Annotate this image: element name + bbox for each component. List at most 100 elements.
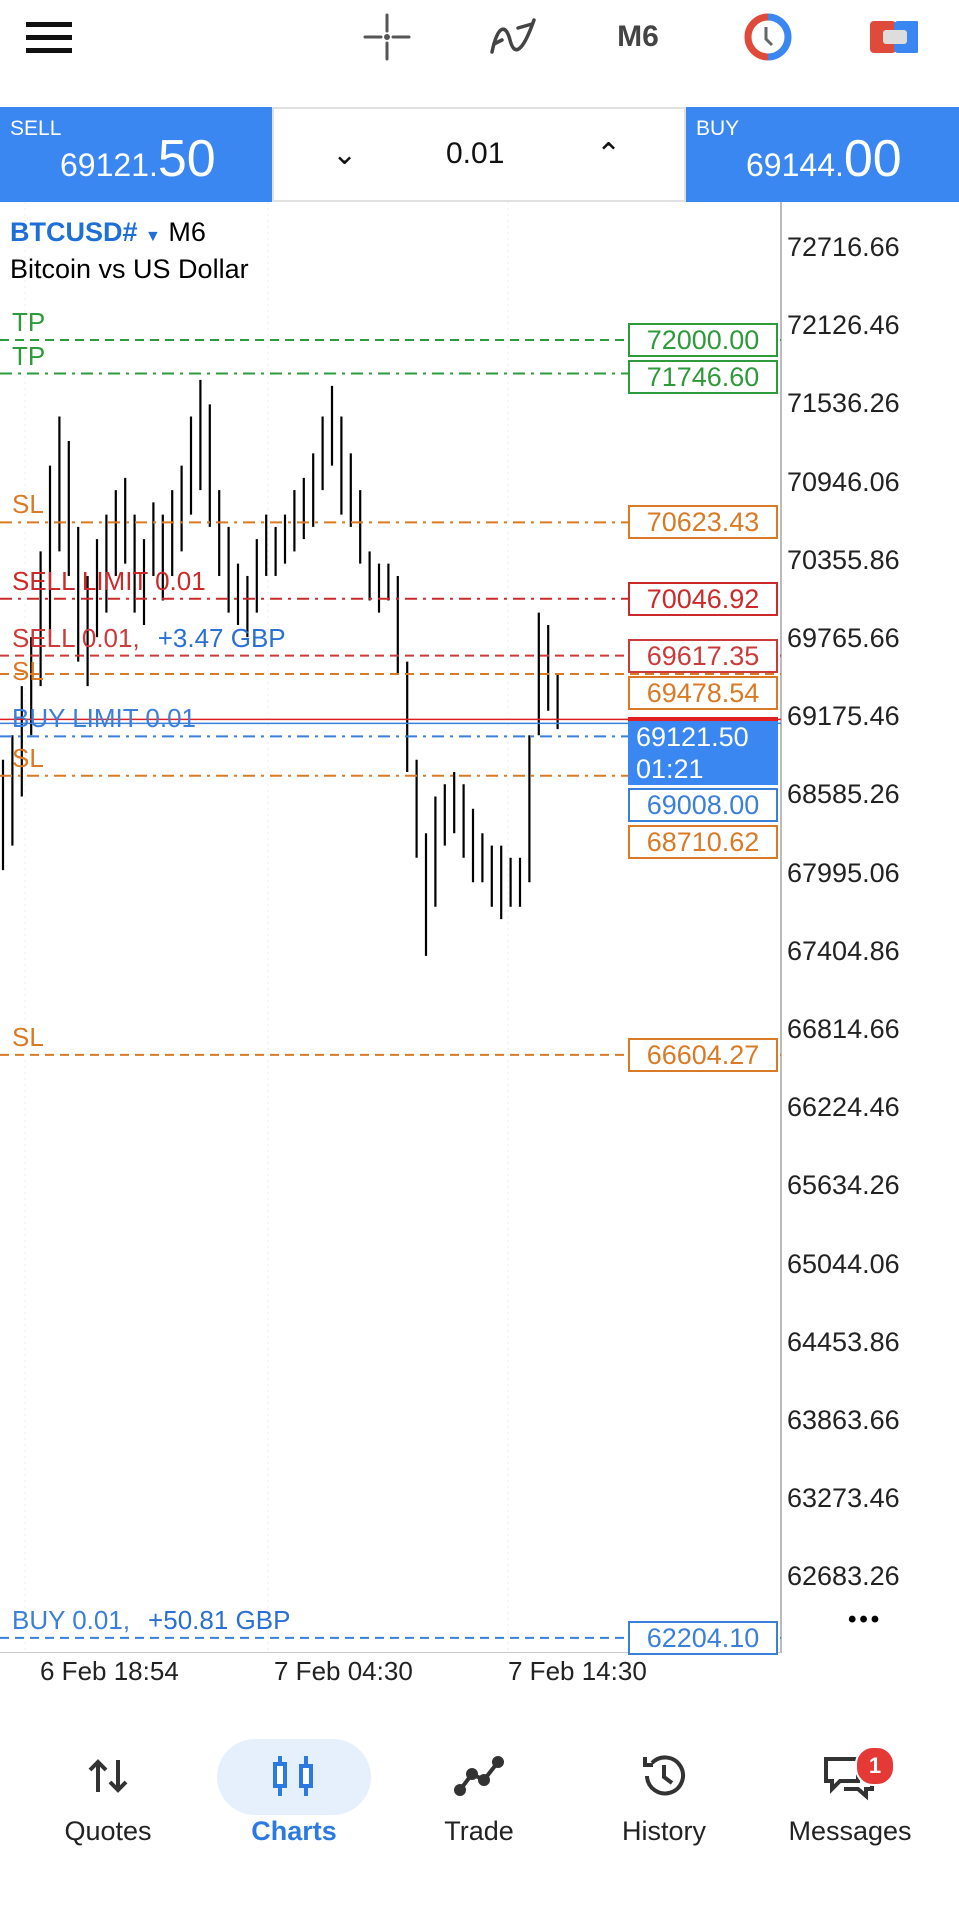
level-text: SELL 0.01,	[12, 622, 140, 653]
tab-messages[interactable]: Messages 1	[765, 1736, 935, 1886]
level-price-box: 68710.62	[628, 825, 778, 860]
level-text: SELL LIMIT 0.01	[12, 565, 206, 596]
level-text: SL	[12, 1021, 44, 1052]
chart-header: BTCUSD# ▼ M6 Bitcoin vs US Dollar	[10, 216, 249, 285]
position-profit: +50.81 GBP	[148, 1604, 291, 1635]
level-price-box: 66604.27	[628, 1037, 778, 1072]
tab-label: Charts	[251, 1816, 337, 1846]
level-text: SL	[12, 655, 44, 686]
unread-badge: 1	[855, 1746, 895, 1786]
time-label: 6 Feb 18:54	[40, 1656, 179, 1686]
buy-price-big: 00	[843, 130, 902, 188]
price-axis-label: 65634.26	[787, 1170, 900, 1201]
price-axis-label: 67995.06	[787, 857, 900, 888]
level-text: BUY 0.01,	[12, 1604, 131, 1635]
lot-increase-button[interactable]: ⌃	[596, 138, 622, 171]
indicators-icon[interactable]	[488, 14, 536, 60]
one-click-trading-icon[interactable]	[870, 14, 918, 60]
sell-label: SELL	[10, 117, 62, 140]
timeframe-button[interactable]: M6	[617, 20, 659, 53]
level-text: SL	[12, 489, 44, 520]
menu-icon[interactable]	[25, 14, 73, 60]
crosshair-icon[interactable]	[363, 13, 411, 61]
level-label[interactable]: SL	[12, 1022, 44, 1052]
tab-label: Trade	[444, 1816, 514, 1846]
price-chart[interactable]: 72716.66 72126.46 71536.26 70946.06 70355.86…	[0, 202, 959, 1655]
clock-icon[interactable]	[744, 13, 792, 61]
level-price-box: 69008.00	[628, 788, 778, 823]
chart-timeframe: M6	[168, 217, 206, 247]
level-price-box: 72000.00	[628, 322, 778, 357]
charts-icon	[209, 1736, 379, 1816]
tab-label: Quotes	[64, 1816, 152, 1846]
level-label[interactable]: TP	[12, 307, 45, 337]
level-label[interactable]: SL	[12, 489, 44, 519]
price-axis-label: 68585.26	[787, 779, 900, 810]
symbol-description: Bitcoin vs US Dollar	[10, 254, 249, 284]
level-label[interactable]: TP	[12, 341, 45, 371]
level-price-box: 62204.10	[628, 1620, 778, 1655]
price-axis-label: 66224.46	[787, 1092, 900, 1123]
price-axis-label: 63273.46	[787, 1483, 900, 1514]
lot-stepper: ⌄ 0.01 ⌃	[274, 109, 684, 200]
level-label[interactable]: SL	[12, 656, 44, 686]
history-icon	[579, 1736, 749, 1816]
trade-icon	[394, 1736, 564, 1816]
level-text: BUY LIMIT 0.01	[12, 703, 197, 734]
sell-button[interactable]: SELL 69121.50	[0, 107, 272, 202]
price-axis-label: 64453.86	[787, 1326, 900, 1357]
active-tab-highlight	[217, 1739, 371, 1815]
time-label: 7 Feb 04:30	[274, 1656, 413, 1686]
price-axis-label: 70355.86	[787, 544, 900, 575]
level-price-box: 70046.92	[628, 581, 778, 616]
current-price-label: 69121.50 01:21	[628, 717, 778, 786]
current-price: 69121.50	[636, 722, 749, 753]
quotes-icon	[23, 1736, 193, 1816]
time-label: 7 Feb 14:30	[508, 1656, 647, 1686]
level-price-box: 70623.43	[628, 505, 778, 540]
level-text: TP	[12, 306, 46, 337]
price-axis-label: 71536.26	[787, 388, 900, 419]
buy-button[interactable]: BUY 69144.00	[686, 107, 959, 202]
tab-label: History	[621, 1816, 706, 1846]
price-axis-label: 69765.66	[787, 623, 900, 653]
price-axis-label: 62683.26	[787, 1561, 900, 1592]
messages-icon	[765, 1736, 935, 1816]
top-toolbar: M6	[0, 0, 959, 104]
tab-history[interactable]: History	[579, 1736, 749, 1886]
position-profit: +3.47 GBP	[157, 622, 286, 653]
sell-price-big: 50	[157, 130, 216, 188]
lot-decrease-button[interactable]: ⌄	[332, 138, 358, 171]
price-axis-label: 63863.66	[787, 1405, 900, 1435]
price-axis-label: 70946.06	[787, 466, 900, 497]
buy-price: 69144.	[746, 147, 844, 183]
price-axis-label: 65044.06	[787, 1248, 900, 1279]
sell-price: 69121.	[60, 147, 158, 183]
symbol-name[interactable]: BTCUSD#	[10, 217, 138, 247]
buy-label: BUY	[696, 117, 740, 140]
price-axis-label: 72126.46	[787, 310, 900, 341]
price-axis-label: 69175.46	[787, 701, 900, 732]
trade-panel: SELL 69121.50 ⌄ 0.01 ⌃ BUY 69144.00	[0, 107, 959, 202]
dropdown-icon[interactable]: ▼	[145, 228, 161, 245]
level-label[interactable]: SELL LIMIT 0.01	[12, 566, 206, 596]
price-axis-label: 72716.66	[787, 232, 900, 262]
tab-charts[interactable]: Charts	[209, 1736, 379, 1886]
level-label[interactable]: BUY LIMIT 0.01	[12, 703, 196, 733]
level-text: TP	[12, 340, 46, 371]
tab-label: Messages	[788, 1816, 912, 1846]
level-label[interactable]: SL	[12, 743, 44, 773]
level-price-box: 71746.60	[628, 359, 778, 394]
lot-input[interactable]: 0.01	[446, 137, 505, 170]
bar-countdown: 01:21	[636, 754, 704, 785]
level-label[interactable]: SELL 0.01, +3.47 GBP	[12, 623, 286, 653]
tab-trade[interactable]: Trade	[394, 1736, 564, 1886]
more-icon[interactable]: •••	[848, 1606, 883, 1633]
level-price-box: 69617.35	[628, 638, 778, 673]
level-text: SL	[12, 742, 44, 773]
price-axis-label: 66814.66	[787, 1014, 900, 1044]
level-label[interactable]: BUY 0.01, +50.81 GBP	[12, 1605, 290, 1635]
price-axis-label: 67404.86	[787, 935, 900, 966]
tab-quotes[interactable]: Quotes	[23, 1736, 193, 1886]
level-price-box: 69478.54	[628, 675, 778, 710]
